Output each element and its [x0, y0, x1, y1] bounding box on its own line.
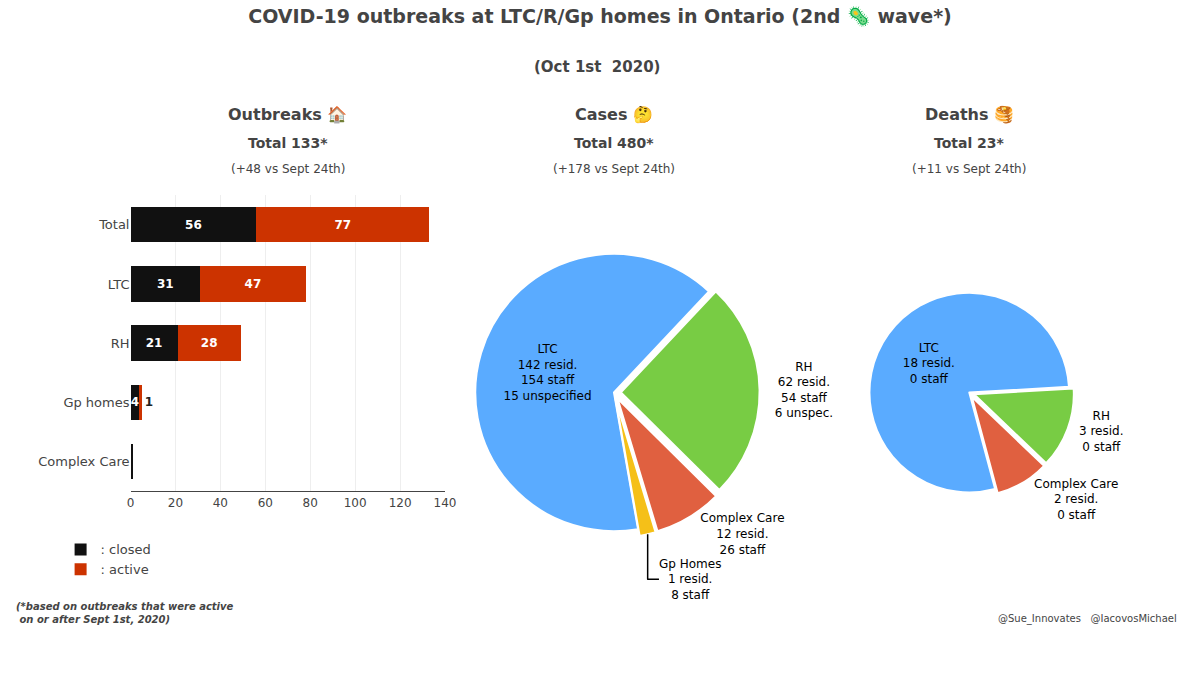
svg-text:4: 4	[131, 395, 139, 409]
svg-text:100: 100	[344, 496, 367, 510]
svg-text:31: 31	[157, 277, 174, 291]
svg-text:1: 1	[145, 395, 153, 409]
svg-text:140: 140	[434, 496, 457, 510]
svg-text:28: 28	[201, 336, 218, 350]
svg-text:40: 40	[213, 496, 228, 510]
svg-text:Gp Homes1 resid.8 staff: Gp Homes1 resid.8 staff	[659, 557, 721, 602]
svg-text:Total 133*: Total 133*	[248, 135, 328, 151]
svg-text:120: 120	[389, 496, 412, 510]
svg-text:RH: RH	[111, 336, 130, 351]
svg-text:Total: Total	[98, 217, 129, 232]
svg-text:77: 77	[334, 218, 351, 232]
svg-text:Total 480*: Total 480*	[574, 135, 654, 151]
svg-text:Cases 🤔: Cases 🤔	[575, 105, 653, 124]
svg-text:LTC: LTC	[108, 277, 130, 292]
svg-text:COVID-19 outbreaks at LTC/R/Gp: COVID-19 outbreaks at LTC/R/Gp homes in …	[248, 5, 952, 28]
svg-text:80: 80	[303, 496, 318, 510]
svg-text:56: 56	[185, 218, 202, 232]
svg-text:Gp homes: Gp homes	[63, 395, 129, 410]
svg-text:Outbreaks 🏠: Outbreaks 🏠	[228, 105, 347, 124]
svg-text:47: 47	[245, 277, 262, 291]
svg-text:Complex Care12 resid.26 staff: Complex Care12 resid.26 staff	[700, 511, 784, 556]
svg-text:Complex Care2 resid.0 staff: Complex Care2 resid.0 staff	[1034, 477, 1118, 522]
svg-text:(Oct 1st 2020): (Oct 1st 2020)	[534, 58, 660, 76]
svg-text:: closed: : closed	[101, 542, 151, 557]
svg-text:(+178 vs Sept 24th): (+178 vs Sept 24th)	[553, 162, 675, 176]
svg-text:LTC142 resid.154 staff15 unspe: LTC142 resid.154 staff15 unspecified	[504, 342, 592, 403]
svg-text:Complex Care: Complex Care	[38, 454, 129, 469]
svg-text:60: 60	[258, 496, 273, 510]
svg-text:LTC18 resid.0 staff: LTC18 resid.0 staff	[903, 341, 955, 386]
svg-text:: active: : active	[101, 562, 149, 577]
svg-text:Deaths 🥞: Deaths 🥞	[925, 105, 1014, 125]
svg-text:RH3 resid.0 staff: RH3 resid.0 staff	[1079, 409, 1124, 454]
svg-text:(+48 vs Sept 24th): (+48 vs Sept 24th)	[231, 162, 345, 176]
svg-text:0: 0	[127, 496, 135, 510]
svg-text:21: 21	[146, 336, 163, 350]
svg-text:@Sue_Innovates @IacovosMicha: @Sue_Innovates @IacovosMichael	[998, 613, 1177, 625]
svg-text:(+11 vs Sept 24th): (+11 vs Sept 24th)	[912, 162, 1026, 176]
svg-text:RH62 resid.54 staff6 unspec.: RH62 resid.54 staff6 unspec.	[775, 360, 833, 421]
svg-text:Total 23*: Total 23*	[934, 135, 1005, 151]
svg-text:20: 20	[168, 496, 183, 510]
svg-text:(*based on outbreaks that were: (*based on outbreaks that were active on…	[16, 601, 234, 625]
